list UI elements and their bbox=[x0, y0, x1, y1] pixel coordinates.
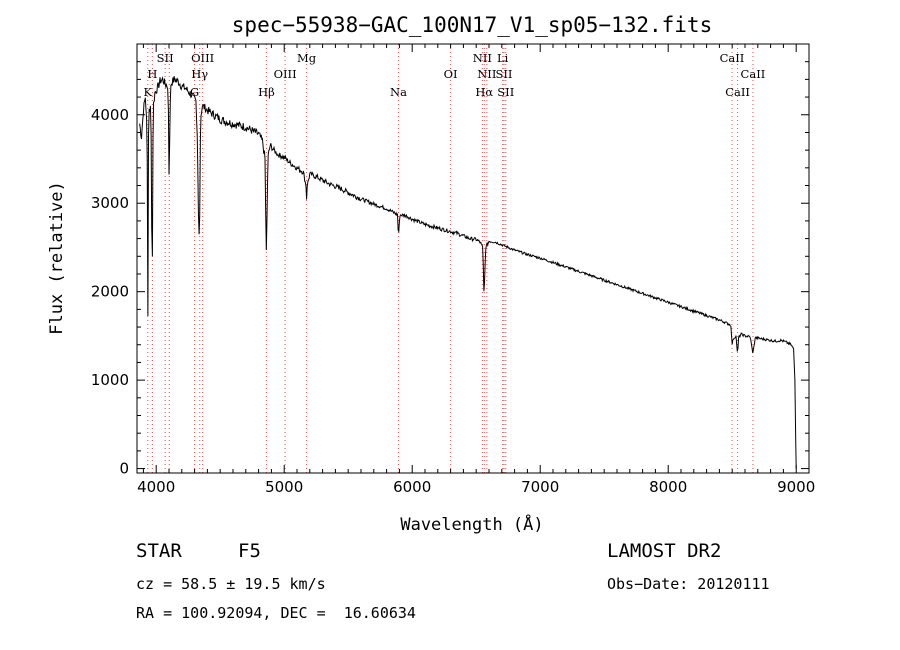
line-label-10: Na bbox=[390, 85, 407, 99]
line-label-2: SII bbox=[157, 51, 174, 65]
spectral-line-labels: KHSIIGHγOIIIHβOIIIMgNaOINIIHαNIILiSIISII… bbox=[143, 51, 765, 99]
spectral-line-markers bbox=[147, 44, 754, 473]
line-label-18: CaII bbox=[720, 51, 745, 65]
line-label-6: OIII bbox=[191, 51, 214, 65]
line-label-12: NII bbox=[473, 51, 492, 65]
redshift-velocity: cz = 58.5 ± 19.5 km/s bbox=[136, 575, 326, 593]
x-tick-label-5: 9000 bbox=[777, 478, 815, 496]
x-tick-label-0: 4000 bbox=[137, 478, 175, 496]
axis-ticks: 4000 5000 6000 7000 8000 9000 0 1000 2000 3000 400… bbox=[91, 44, 815, 496]
line-label-0: K bbox=[143, 85, 152, 99]
chart-title: spec−55938−GAC_100N17_V1_sp05−132.fits bbox=[232, 13, 712, 37]
line-label-7: Hβ bbox=[258, 85, 275, 99]
y-tick-label-0: 0 bbox=[119, 460, 129, 478]
y-tick-label-1: 1000 bbox=[91, 371, 129, 389]
line-label-8: OIII bbox=[274, 67, 297, 81]
y-axis-label: Flux (relative) bbox=[47, 181, 67, 335]
sky-coordinates: RA = 100.92094, DEC = 16.60634 bbox=[136, 604, 416, 622]
flux-series-line bbox=[139, 75, 797, 469]
line-label-1: H bbox=[147, 67, 157, 81]
x-tick-label-1: 5000 bbox=[265, 478, 303, 496]
line-label-14: NII bbox=[477, 67, 496, 81]
line-label-9: Mg bbox=[297, 51, 317, 65]
x-tick-label-4: 8000 bbox=[649, 478, 687, 496]
line-label-4: G bbox=[190, 85, 199, 99]
line-label-17: SII bbox=[497, 85, 514, 99]
object-class: STAR bbox=[136, 540, 182, 562]
x-axis-label: Wavelength (Å) bbox=[400, 513, 543, 535]
line-label-15: Li bbox=[497, 51, 509, 65]
line-label-5: Hγ bbox=[191, 67, 208, 81]
plot-frame bbox=[136, 43, 810, 474]
y-tick-label-3: 3000 bbox=[91, 194, 129, 212]
line-label-20: CaII bbox=[741, 67, 766, 81]
line-label-16: SII bbox=[495, 67, 512, 81]
line-label-11: OI bbox=[444, 67, 458, 81]
line-label-13: Hα bbox=[475, 85, 493, 99]
survey-name: LAMOST DR2 bbox=[607, 540, 722, 562]
observation-date: Obs−Date: 20120111 bbox=[607, 575, 770, 593]
line-label-19: CaII bbox=[725, 85, 750, 99]
object-subclass: F5 bbox=[238, 540, 261, 562]
y-tick-label-2: 2000 bbox=[91, 283, 129, 301]
x-tick-label-2: 6000 bbox=[393, 478, 431, 496]
y-tick-label-4: 4000 bbox=[91, 106, 129, 124]
x-tick-label-3: 7000 bbox=[521, 478, 559, 496]
